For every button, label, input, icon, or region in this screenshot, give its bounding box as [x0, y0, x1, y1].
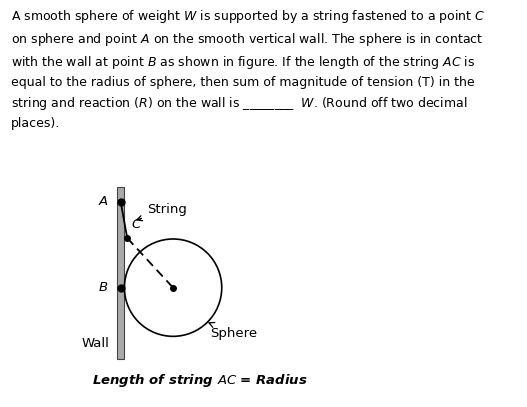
Text: Wall: Wall: [82, 337, 110, 350]
Text: A smooth sphere of weight $W$ is supported by a string fastened to a point $C$
o: A smooth sphere of weight $W$ is support…: [11, 8, 485, 130]
Text: C: C: [131, 218, 140, 230]
Text: Sphere: Sphere: [209, 322, 258, 340]
Text: A: A: [99, 195, 108, 208]
Bar: [117, 186, 124, 359]
Text: String: String: [137, 204, 187, 221]
Text: Length of string $AC$ = Radius: Length of string $AC$ = Radius: [92, 372, 308, 389]
Text: B: B: [99, 281, 108, 294]
